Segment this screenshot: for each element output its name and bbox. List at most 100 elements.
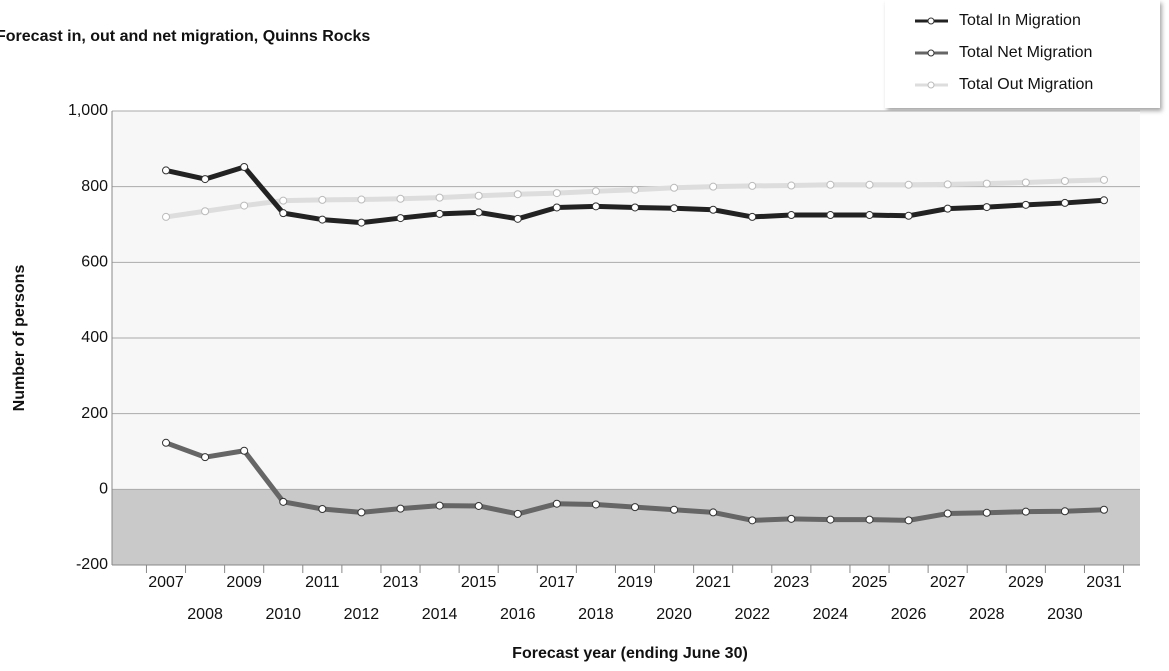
point xyxy=(1100,196,1108,205)
y-tick-label: 800 xyxy=(81,178,108,195)
point xyxy=(396,194,405,203)
point xyxy=(670,183,679,192)
point xyxy=(279,497,288,506)
point xyxy=(748,212,757,221)
point xyxy=(670,505,679,514)
point xyxy=(201,175,210,184)
point xyxy=(474,501,483,510)
point xyxy=(631,185,639,194)
chart-title: Forecast in, out and net migration, Quin… xyxy=(0,28,370,45)
point xyxy=(240,201,249,210)
x-tick-label: 2031 xyxy=(1086,574,1122,591)
x-tick-label: 2022 xyxy=(734,606,770,623)
point xyxy=(474,208,483,217)
x-tick-label: 2020 xyxy=(656,606,692,623)
x-tick-label: 2029 xyxy=(1008,574,1044,591)
point xyxy=(709,182,718,191)
x-tick-label: 2011 xyxy=(305,574,340,591)
x-tick-label: 2017 xyxy=(539,574,575,591)
point xyxy=(396,214,405,223)
point xyxy=(943,204,952,213)
point xyxy=(474,191,483,200)
x-tick-label: 2016 xyxy=(500,606,536,623)
point xyxy=(318,505,327,514)
point xyxy=(709,205,718,214)
plot-positive xyxy=(112,111,1140,490)
x-tick-label: 2030 xyxy=(1047,606,1083,623)
point xyxy=(1100,175,1108,184)
point xyxy=(318,195,327,204)
x-axis-label: Forecast year (ending June 30) xyxy=(512,645,748,662)
x-tick-label: 2024 xyxy=(813,606,849,623)
y-tick-label: 1,000 xyxy=(68,102,108,119)
point xyxy=(513,214,522,223)
point xyxy=(1021,200,1030,209)
point xyxy=(240,446,249,455)
legend-label: Total In Migration xyxy=(959,12,1081,29)
y-tick-label: 0 xyxy=(99,481,108,498)
point xyxy=(865,211,874,220)
point xyxy=(943,509,952,518)
plot-negative xyxy=(112,489,1140,565)
y-axis-label: Number of persons xyxy=(11,265,28,412)
x-tick-label: 2027 xyxy=(930,574,966,591)
point xyxy=(279,196,288,205)
point xyxy=(357,218,366,227)
point xyxy=(357,195,366,204)
point xyxy=(670,204,679,213)
point xyxy=(1060,507,1069,516)
x-tick-label: 2013 xyxy=(383,574,419,591)
y-tick-label: 600 xyxy=(81,254,108,271)
point xyxy=(904,516,913,525)
point xyxy=(591,500,600,509)
point xyxy=(787,514,796,523)
x-tick-label: 2010 xyxy=(265,606,301,623)
point xyxy=(357,508,366,517)
point xyxy=(826,180,835,189)
point xyxy=(201,207,210,216)
y-tick-label: 400 xyxy=(81,329,108,346)
point xyxy=(787,181,796,190)
legend-marker xyxy=(927,49,935,57)
point xyxy=(826,515,835,524)
point xyxy=(591,202,600,211)
point xyxy=(982,508,991,517)
point xyxy=(318,215,327,224)
point xyxy=(552,189,561,198)
x-tick-label: 2026 xyxy=(891,606,927,623)
point xyxy=(787,211,796,220)
point xyxy=(396,504,405,513)
x-tick-label: 2007 xyxy=(148,574,184,591)
point xyxy=(865,515,874,524)
point xyxy=(435,209,444,218)
point xyxy=(513,190,522,199)
y-tick-label: -200 xyxy=(76,556,108,573)
point xyxy=(904,211,913,220)
x-tick-label: 2009 xyxy=(226,574,262,591)
x-tick-label: 2025 xyxy=(852,574,888,591)
point xyxy=(435,501,444,510)
x-tick-label: 2008 xyxy=(187,606,223,623)
point xyxy=(1021,507,1030,516)
point xyxy=(279,209,288,218)
legend-marker xyxy=(927,81,935,89)
point xyxy=(748,181,757,190)
point xyxy=(982,179,991,188)
point xyxy=(748,516,757,525)
point xyxy=(982,203,991,212)
legend-label: Total Net Migration xyxy=(959,44,1092,61)
point xyxy=(201,453,210,462)
point xyxy=(591,187,600,196)
x-tick-label: 2023 xyxy=(774,574,810,591)
point xyxy=(162,212,170,221)
point xyxy=(513,509,522,518)
point xyxy=(552,203,561,212)
point xyxy=(162,438,170,447)
point xyxy=(631,503,639,512)
point xyxy=(1021,178,1030,187)
x-tick-label: 2021 xyxy=(695,574,731,591)
point xyxy=(709,508,718,517)
point xyxy=(826,211,835,220)
x-tick-label: 2019 xyxy=(617,574,653,591)
legend-marker xyxy=(927,17,935,25)
